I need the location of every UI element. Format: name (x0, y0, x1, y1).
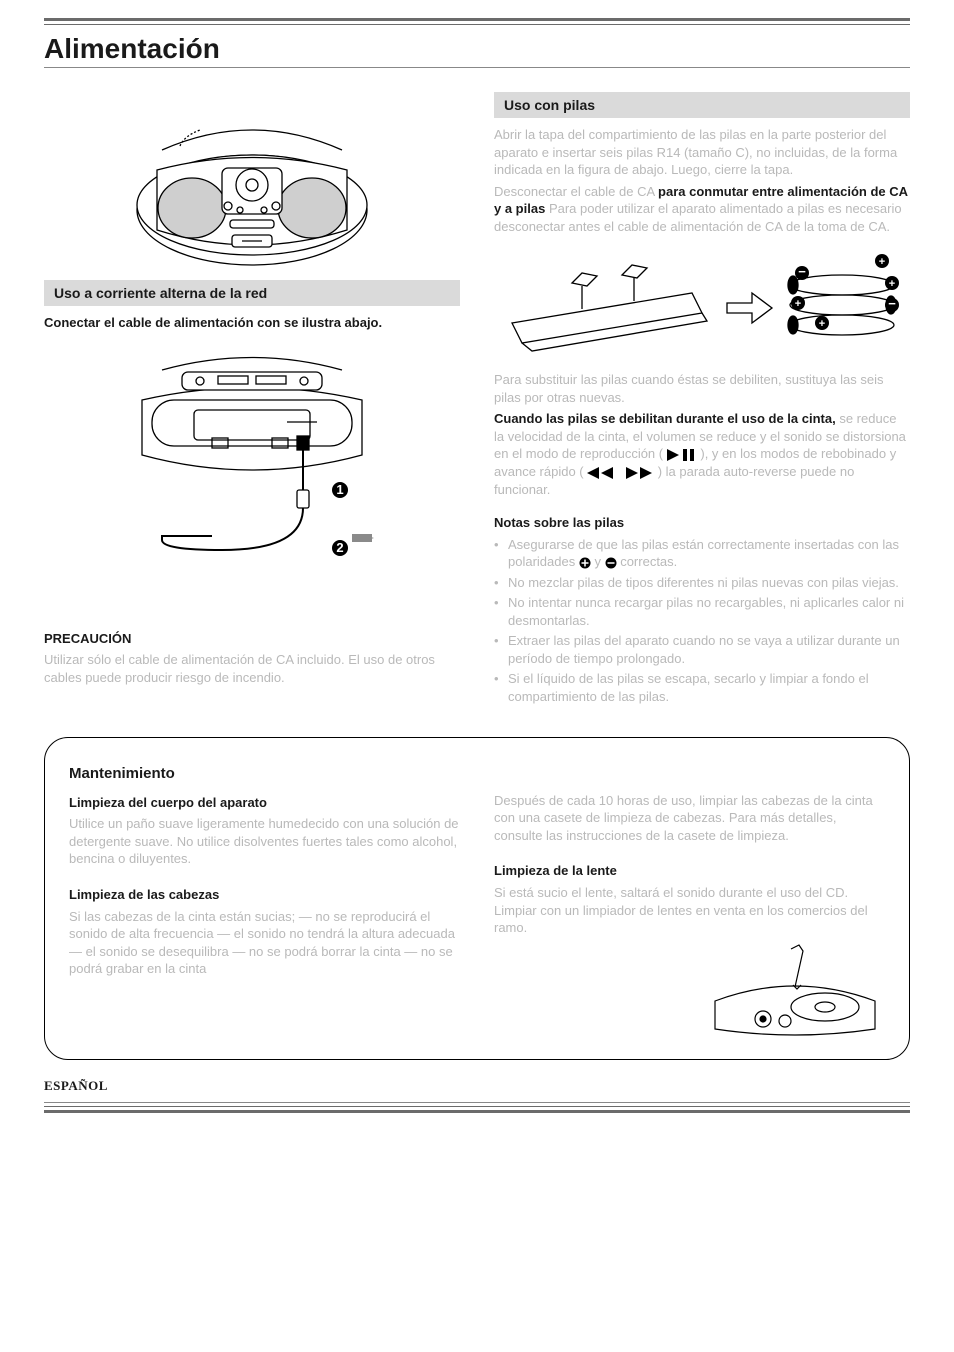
page-title: Alimentación (44, 33, 910, 65)
svg-text:+: + (819, 318, 825, 330)
maint-lens-text: Si está sucio el lente, saltará el sonid… (494, 884, 885, 937)
svg-text:+: + (879, 256, 885, 268)
right-column: Uso con pilas Abrir la tapa del comparti… (494, 82, 910, 709)
caution-head: PRECAUCIÓN (44, 630, 460, 648)
maint-right: Después de cada 10 horas de uso, limpiar… (494, 788, 885, 1041)
batt-note-item: Si el líquido de las pilas se escapa, se… (494, 670, 910, 705)
battery-install-illustration: + − + + − + (502, 243, 902, 363)
caution-body: Utilizar sólo el cable de alimentación d… (44, 651, 460, 686)
maint-title: Mantenimiento (69, 764, 885, 784)
page-footer: ESPAÑOL (44, 1060, 910, 1113)
plus-polarity-icon (579, 557, 591, 569)
maint-lens-head: Limpieza de la lente (494, 862, 885, 880)
maintenance-box: Mantenimiento Limpieza del cuerpo del ap… (44, 737, 910, 1060)
left-column: Uso a corriente alterna de la red Conect… (44, 82, 460, 709)
svg-text:−: − (798, 264, 806, 279)
maint-heads-head: Limpieza de las cabezas (69, 886, 460, 904)
title-rule (44, 67, 910, 68)
top-rules (44, 18, 910, 25)
switch-note: Desconectar el cable de CA para conmutar… (494, 183, 910, 236)
weak-batt-lead: Cuando las pilas se debilitan durante el… (494, 410, 910, 498)
batt-note-item: Extraer las pilas del aparato cuando no … (494, 632, 910, 667)
batt-note-item: No mezclar pilas de tipos diferentes ni … (494, 574, 910, 592)
maint-heads-text2: Después de cada 10 horas de uso, limpiar… (494, 792, 885, 845)
section-head-ac: Uso a corriente alterna de la red (44, 280, 460, 306)
ac-lead: Conectar el cable de alimentación con se… (44, 314, 460, 332)
svg-text:+: + (889, 278, 895, 290)
batt-note-item: No intentar nunca recargar pilas no reca… (494, 594, 910, 629)
svg-text:2: 2 (336, 540, 343, 555)
rewind-icon (587, 467, 615, 479)
play-pause-icon (667, 449, 697, 461)
svg-text:+: + (795, 298, 801, 310)
minus-polarity-icon (605, 557, 617, 569)
svg-text:−: − (888, 296, 896, 311)
maint-heads-text: Si las cabezas de la cinta están sucias;… (69, 908, 460, 978)
replace-note: Para substituir las pilas cuando éstas s… (494, 371, 910, 406)
boombox-rear-illustration: 1 2 (122, 340, 382, 570)
maint-left: Limpieza del cuerpo del aparato Utilice … (69, 788, 460, 1041)
lens-cleaning-illustration (705, 941, 885, 1041)
footer-language: ESPAÑOL (44, 1078, 108, 1093)
batt-notes-list: Asegurarse de que las pilas están correc… (494, 536, 910, 706)
svg-text:1: 1 (336, 482, 343, 497)
boombox-front-illustration (122, 90, 382, 270)
batt-notes-head: Notas sobre las pilas (494, 514, 910, 532)
maint-body-head: Limpieza del cuerpo del aparato (69, 794, 460, 812)
batt-note-item: Asegurarse de que las pilas están correc… (494, 536, 910, 571)
fastforward-icon (626, 467, 654, 479)
maint-body-text: Utilice un paño suave ligeramente humede… (69, 815, 460, 868)
section-head-batt: Uso con pilas (494, 92, 910, 118)
batt-intro: Abrir la tapa del compartimiento de las … (494, 126, 910, 179)
